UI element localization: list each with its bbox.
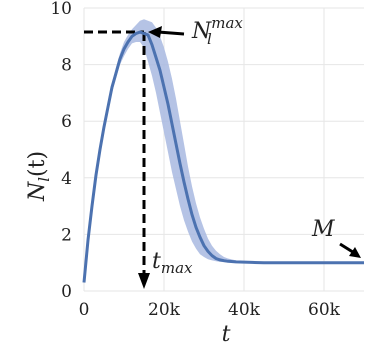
y-tick-label: 4 — [61, 169, 72, 189]
series-line — [82, 30, 364, 283]
peak-label-main: N — [191, 19, 212, 44]
tmax-label-main: t — [152, 249, 161, 274]
x-tick-label: 60k — [308, 300, 341, 320]
y-tick-label: 0 — [61, 282, 72, 302]
y-tick-label: 10 — [50, 0, 72, 19]
x-tick-label: 0 — [79, 300, 90, 320]
x-tick-label: 20k — [148, 300, 181, 320]
peak-label-subscript: l — [207, 30, 212, 48]
x-axis-label: t — [222, 322, 231, 347]
tmax-label-sub: max — [161, 259, 193, 277]
y-axis-label-arg: (t) — [25, 151, 50, 177]
peak-arrow-shaft — [157, 30, 185, 36]
tick-labels: 0 20k 40k 60k 0 2 4 6 8 10 — [50, 0, 340, 320]
peak-arrowhead — [148, 26, 162, 39]
y-axis-label-main: N — [25, 181, 50, 202]
y-tick-label: 8 — [61, 56, 72, 76]
tmax-arrowhead — [138, 273, 150, 289]
grid — [83, 7, 364, 292]
y-axis-label: Nl(t) — [25, 151, 53, 202]
x-tick-label: 40k — [228, 300, 261, 320]
annotation-arrows — [148, 26, 361, 258]
peak-label: Nmax — [191, 14, 243, 44]
y-axis-label-sub: l — [35, 177, 53, 182]
tmax-label: tmax — [152, 249, 193, 277]
M-label: M — [311, 217, 335, 242]
peak-guides — [84, 30, 150, 289]
M-arrowhead — [349, 247, 361, 258]
peak-label-sup: max — [211, 14, 243, 32]
y-tick-label: 6 — [61, 112, 72, 132]
y-tick-label: 2 — [61, 225, 72, 245]
plot-area — [84, 8, 364, 291]
